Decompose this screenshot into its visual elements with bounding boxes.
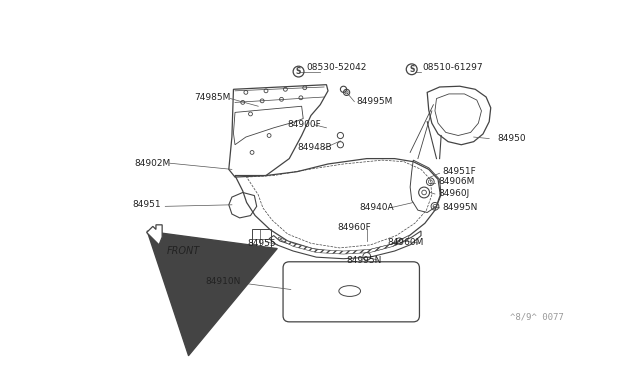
- Text: 84950: 84950: [497, 134, 525, 143]
- Text: FRONT: FRONT: [167, 246, 200, 256]
- Text: 84995N: 84995N: [443, 203, 478, 212]
- Text: 84960M: 84960M: [387, 238, 423, 247]
- Text: 84955: 84955: [248, 239, 276, 248]
- Text: 84948B: 84948B: [297, 143, 332, 152]
- Text: 84906M: 84906M: [438, 177, 474, 186]
- Text: 08510-61297: 08510-61297: [422, 63, 483, 72]
- Polygon shape: [278, 235, 408, 254]
- Text: S: S: [296, 67, 301, 76]
- Text: 84960F: 84960F: [337, 224, 371, 232]
- Text: 84902M: 84902M: [134, 159, 170, 168]
- Text: 84951: 84951: [132, 200, 161, 209]
- Polygon shape: [147, 225, 162, 245]
- Text: 84951F: 84951F: [443, 167, 476, 176]
- Text: 08530-52042: 08530-52042: [307, 63, 367, 72]
- Text: 84940A: 84940A: [359, 203, 394, 212]
- Text: 84900F: 84900F: [288, 120, 321, 129]
- Text: 84960J: 84960J: [438, 189, 469, 198]
- Text: 84995N: 84995N: [347, 256, 382, 265]
- Text: ^8/9^ 0077: ^8/9^ 0077: [510, 313, 564, 322]
- Text: S: S: [409, 65, 414, 74]
- Text: 84995M: 84995M: [356, 97, 392, 106]
- Text: 84910N: 84910N: [205, 277, 241, 286]
- Text: 74985M: 74985M: [195, 93, 231, 102]
